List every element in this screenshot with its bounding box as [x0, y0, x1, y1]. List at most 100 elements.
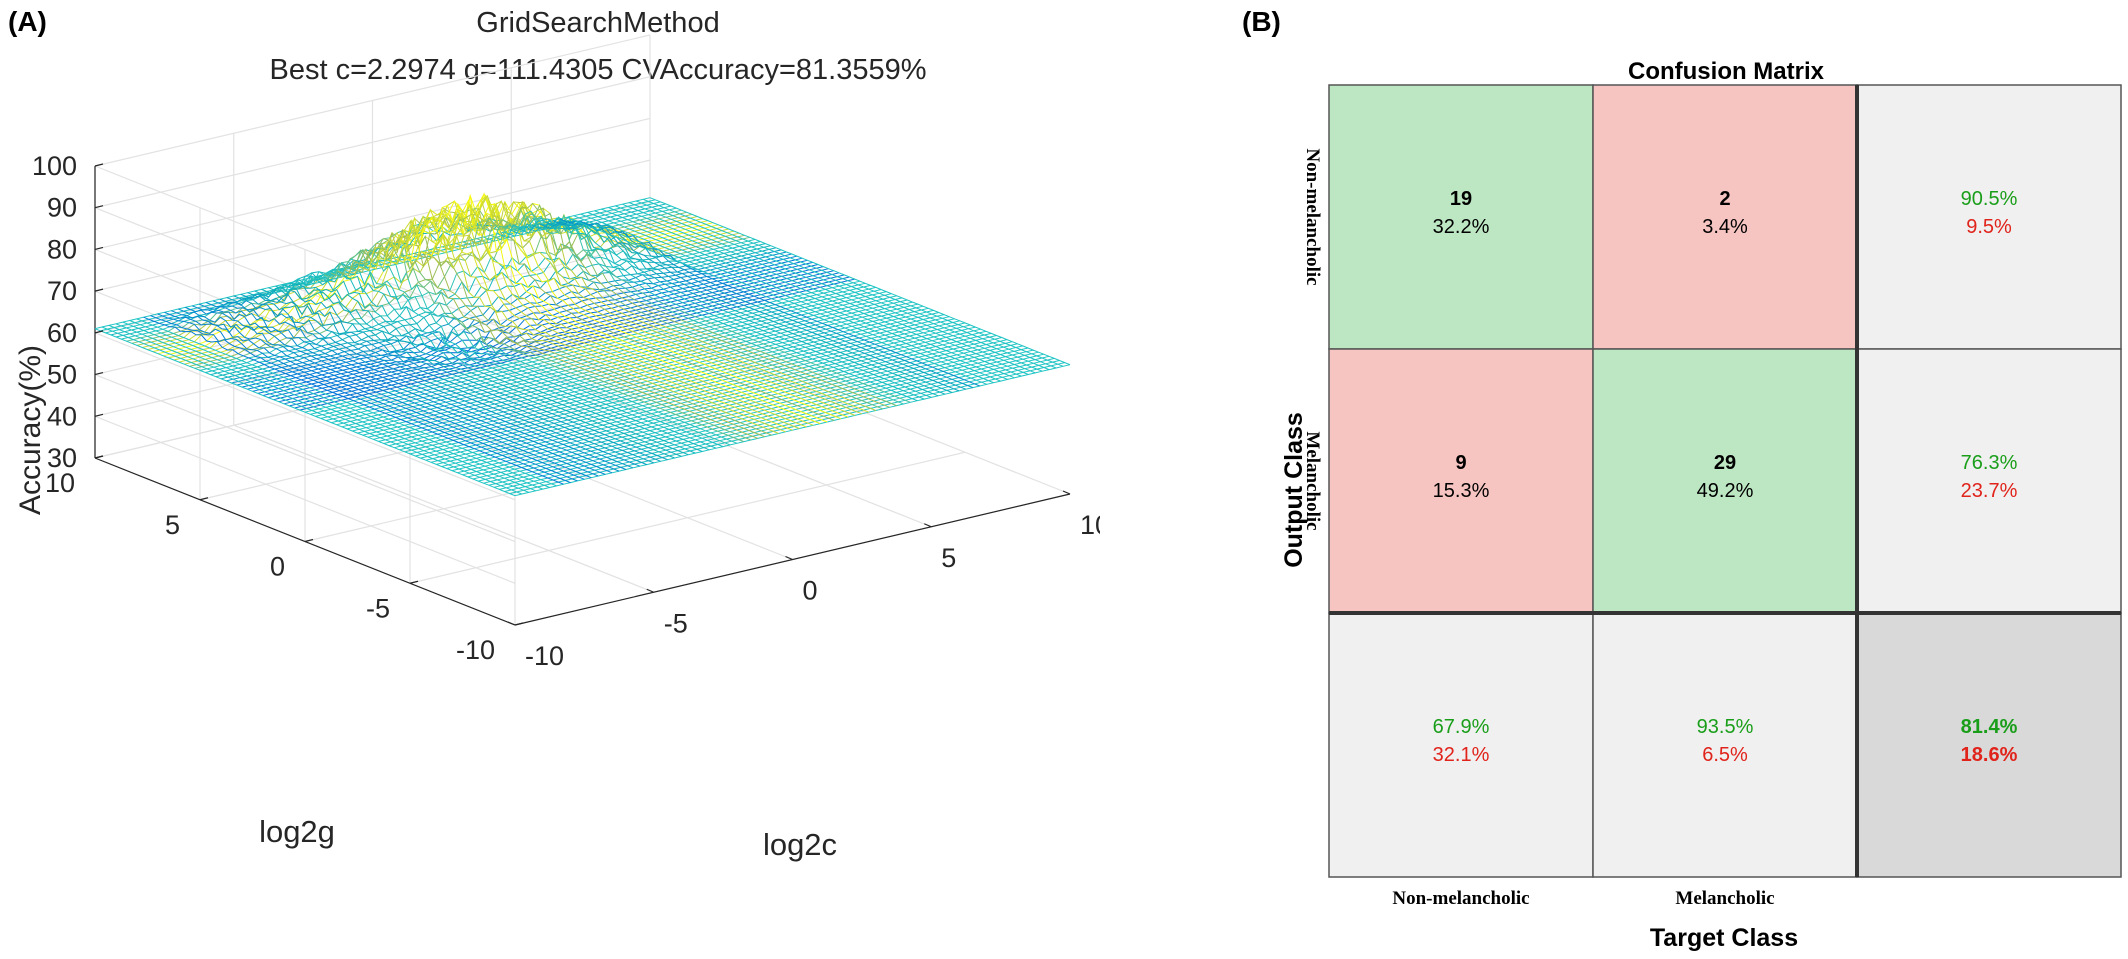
y-tick: [514, 622, 524, 626]
mesh-line: [337, 234, 758, 439]
mesh-line: [490, 214, 911, 403]
x-tick-label: 10: [1080, 510, 1100, 540]
mesh-line: [101, 326, 523, 495]
output-class-label: Output Class: [1280, 412, 1308, 568]
mesh-line: [157, 313, 578, 482]
mesh-line: [635, 200, 1057, 369]
grid-search-surface-chart: GridSearchMethod Best c=2.2974 g=111.430…: [14, 7, 1100, 862]
mesh-line: [511, 215, 932, 398]
grid-line: [409, 451, 966, 584]
z-tick-label: 100: [32, 151, 77, 181]
mesh-line: [254, 287, 675, 459]
mesh-line: [462, 207, 883, 410]
output-class-tick: Melancholic: [1302, 431, 1323, 530]
mesh-line: [108, 324, 530, 493]
mesh-line: [393, 212, 814, 426]
x-tick-label: 5: [941, 543, 956, 573]
y-tick-label: 0: [270, 552, 285, 582]
target-class-tick: Melancholic: [1675, 888, 1774, 909]
cell-accuracy: 90.5%: [1961, 188, 2018, 210]
x-tick-label: 0: [803, 576, 818, 606]
mesh-line: [386, 209, 807, 428]
matrix-cell: [1328, 348, 1594, 614]
mesh-line: [122, 321, 543, 490]
mesh-line: [469, 202, 890, 408]
x-axis-label: log2c: [763, 827, 837, 862]
mesh-line: [205, 302, 627, 470]
mesh-line: [629, 202, 1050, 371]
cell-percent: 32.2%: [1433, 216, 1490, 238]
cell-count: 19: [1450, 188, 1472, 210]
cell-error: 18.6%: [1961, 744, 2018, 766]
mesh-line: [261, 285, 682, 457]
mesh-line: [296, 268, 717, 449]
y-axis-label: log2g: [259, 814, 335, 849]
cell-accuracy: 81.4%: [1961, 716, 2018, 738]
x-tick: [785, 555, 793, 561]
mesh-line: [573, 215, 994, 384]
z-tick: [94, 371, 104, 376]
mesh-line: [185, 306, 606, 475]
panel-a-label: (A): [8, 6, 47, 37]
matrix-cell: [1856, 612, 2122, 878]
confusion-matrix-title: Confusion Matrix: [1628, 58, 1825, 85]
z-tick: [94, 288, 104, 292]
mesh-line: [420, 192, 842, 420]
x-tick: [646, 588, 654, 593]
mesh-line: [302, 260, 724, 448]
x-tick: [507, 621, 516, 626]
y-tick-label: 10: [45, 468, 75, 498]
mesh-line: [240, 293, 661, 462]
cell-error: 32.1%: [1433, 744, 1490, 766]
cell-percent: 49.2%: [1697, 480, 1754, 502]
output-class-tick: Non-melancholic: [1302, 148, 1323, 285]
mesh-line: [594, 210, 1015, 379]
z-axis-label: Accuracy(%): [14, 345, 47, 515]
mesh-line: [441, 201, 863, 415]
mesh-line: [580, 213, 1001, 382]
mesh-line: [143, 316, 564, 485]
y-tick-label: -5: [366, 593, 390, 623]
z-tick-label: 90: [47, 193, 77, 223]
mesh-line: [552, 220, 974, 389]
z-tick-label: 60: [47, 318, 77, 348]
matrix-cell: [1592, 84, 1858, 350]
mesh-line: [344, 229, 765, 438]
mesh-line: [476, 204, 897, 407]
z-tick-label: 50: [47, 360, 77, 390]
mesh-line: [282, 271, 703, 452]
mesh-line: [518, 218, 939, 397]
mesh-line: [233, 295, 654, 464]
mesh-line: [587, 211, 1008, 380]
mesh-line: [601, 208, 1022, 377]
cell-error: 9.5%: [1966, 216, 2012, 238]
mesh-line: [226, 297, 647, 466]
y-tick-label: -10: [456, 635, 495, 665]
panel-b-label: (B): [1242, 6, 1281, 37]
matrix-cell: [1328, 612, 1594, 878]
mesh-line: [191, 305, 613, 474]
mesh-line: [455, 201, 876, 411]
z-tick-label: 80: [47, 234, 77, 264]
y-tick: [199, 497, 209, 501]
mesh-line: [608, 207, 1029, 375]
z-tick: [94, 413, 104, 417]
mesh-line: [247, 289, 668, 461]
mesh-line: [289, 271, 710, 451]
mesh-line: [164, 311, 585, 480]
mesh-line: [178, 308, 599, 477]
mesh-line: [171, 310, 592, 479]
z-tick-label: 70: [47, 276, 77, 306]
mesh-line: [566, 216, 987, 385]
z-tick-label: 40: [47, 401, 77, 431]
cell-accuracy: 76.3%: [1961, 452, 2018, 474]
y-tick-label: 5: [165, 510, 180, 540]
matrix-cell: [1592, 612, 1858, 878]
y-tick: [94, 455, 104, 459]
cell-count: 2: [1719, 188, 1730, 210]
mesh-line: [212, 300, 634, 469]
mesh-line: [275, 277, 696, 454]
mesh-line: [330, 241, 752, 441]
z-tick: [94, 330, 104, 334]
mesh-line: [94, 328, 516, 497]
